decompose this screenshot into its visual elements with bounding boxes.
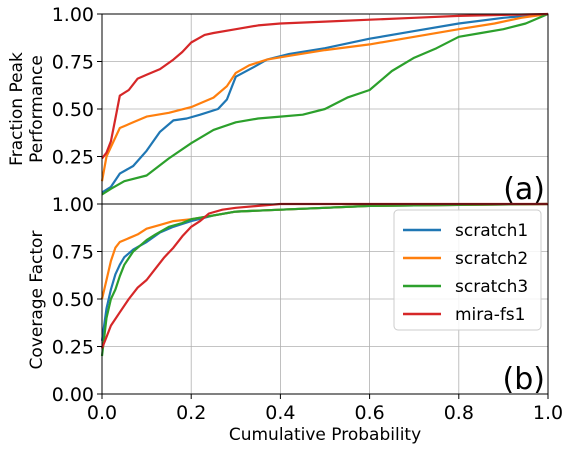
legend-label-scratch1: scratch1 xyxy=(455,221,528,241)
series-line-mira-fs1-a xyxy=(101,12,549,160)
legend-box xyxy=(393,209,542,331)
ytick-label-b-2: 0.50 xyxy=(52,289,94,311)
yticks-a: 0.25 0.50 0.75 1.00 xyxy=(52,4,102,169)
xtick-label-4: 0.8 xyxy=(444,402,474,424)
ylabel-a-line1: Fraction Peak xyxy=(7,52,27,166)
yticks-b: 0.00 0.25 0.50 0.75 1.00 xyxy=(52,194,102,406)
ytick-label-b-0: 0.00 xyxy=(52,384,94,406)
ytick-label-b-4: 1.00 xyxy=(52,194,94,216)
xticks-b: 0.0 0.2 0.4 0.6 0.8 1.0 xyxy=(87,394,563,424)
x-axis-label: Cumulative Probability xyxy=(229,425,421,445)
legend-label-scratch2: scratch2 xyxy=(455,249,528,269)
legend: scratch1 scratch2 scratch3 mira-fs1 xyxy=(393,209,542,331)
series-line-mira-fs1-b xyxy=(100,202,548,349)
xtick-label-1: 0.2 xyxy=(176,402,206,424)
ylabel-b: Coverage Factor xyxy=(27,231,47,370)
panel-label-a: (a) xyxy=(503,172,545,207)
series-line-scratch2-a xyxy=(100,12,549,182)
series-line-scratch1-a xyxy=(101,12,549,194)
xtick-label-2: 0.4 xyxy=(265,402,295,424)
panel-label-b: (b) xyxy=(503,362,545,397)
xtick-label-5: 1.0 xyxy=(533,402,563,424)
ylabel-a-line2: Performance xyxy=(27,55,47,163)
legend-label-scratch3: scratch3 xyxy=(455,277,528,297)
series-line-scratch3-b xyxy=(100,202,549,357)
legend-items: scratch1 scratch2 scratch3 mira-fs1 xyxy=(403,221,528,325)
ytick-label-a-3: 1.00 xyxy=(52,4,94,26)
series-line-scratch3-a xyxy=(101,12,549,196)
series-a xyxy=(100,12,549,196)
panel-a: 0.25 0.50 0.75 1.00 (a) Fraction Peak Perfo… xyxy=(7,4,549,207)
xtick-label-3: 0.6 xyxy=(354,402,384,424)
ytick-label-a-1: 0.50 xyxy=(52,99,94,121)
ytick-label-a-0: 0.25 xyxy=(52,147,94,169)
ytick-label-b-3: 0.75 xyxy=(52,242,94,264)
ytick-label-b-1: 0.25 xyxy=(52,337,94,359)
legend-label-mira-fs1: mira-fs1 xyxy=(455,305,525,325)
series-b xyxy=(100,202,549,357)
xtick-label-0: 0.0 xyxy=(87,402,117,424)
panel-b: 0.000.250.500.751.00 0.0 0.2 0.4 0.6 0.8 1.0 … xyxy=(27,194,563,445)
ytick-label-a-2: 0.75 xyxy=(52,52,94,74)
